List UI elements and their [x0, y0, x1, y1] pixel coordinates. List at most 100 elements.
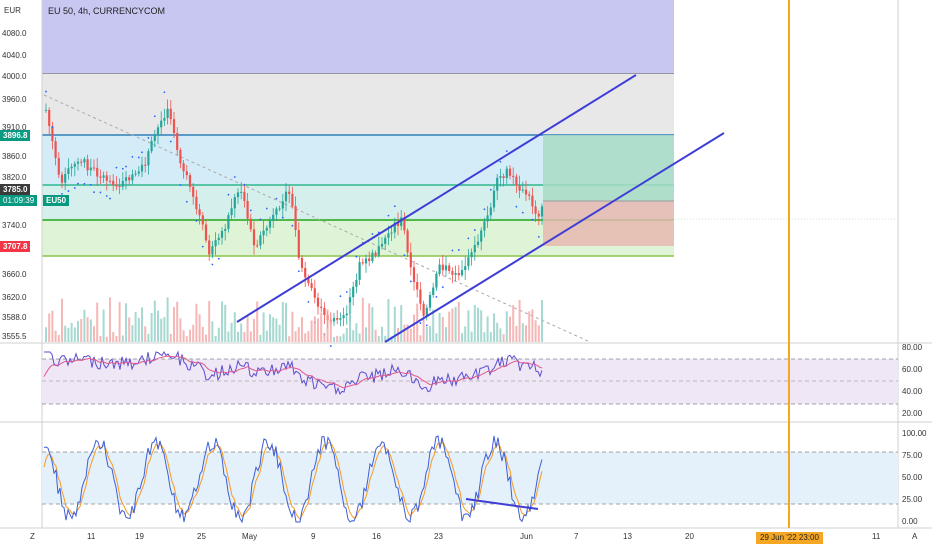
- candle-body: [220, 230, 224, 238]
- psar-dot: [489, 188, 492, 191]
- reset-zoom-button[interactable]: Z: [30, 532, 35, 541]
- volume-bar: [221, 301, 223, 342]
- psar-dot: [409, 280, 412, 283]
- volume-bar: [413, 314, 415, 342]
- volume-bar: [249, 331, 252, 342]
- psar-dot: [419, 322, 422, 324]
- target-zone[interactable]: [543, 135, 674, 201]
- candle-body: [448, 265, 451, 271]
- volume-bar: [189, 329, 191, 342]
- candle-body: [281, 201, 284, 209]
- candle-body: [467, 257, 470, 267]
- candle-body: [332, 318, 336, 322]
- candle-body: [393, 222, 396, 233]
- volume-bar: [80, 318, 83, 342]
- psar-dot: [185, 200, 188, 203]
- candle-body: [179, 149, 182, 164]
- volume-bar: [182, 330, 185, 342]
- psar-dot: [115, 166, 118, 169]
- volume-bar: [521, 323, 524, 342]
- psar-dot: [147, 137, 150, 139]
- volume-bar: [534, 320, 537, 342]
- candle-body: [54, 141, 57, 158]
- psar-dot: [141, 151, 143, 154]
- volume-bar: [496, 322, 499, 342]
- volume-bar: [515, 325, 518, 342]
- volume-bar: [240, 323, 243, 342]
- candle-body: [540, 206, 544, 217]
- volume-bar: [512, 305, 515, 342]
- channel-upper-line[interactable]: [236, 74, 637, 323]
- psar-dot: [345, 291, 348, 293]
- candle-body: [70, 166, 73, 169]
- candle-body: [204, 224, 208, 241]
- psar-dot: [281, 216, 284, 219]
- stoch-tick: 0.00: [902, 517, 918, 526]
- stop-zone[interactable]: [543, 201, 674, 246]
- volume-bar: [467, 310, 470, 342]
- volume-bar: [483, 332, 486, 342]
- volume-bar: [291, 311, 294, 342]
- candle-body: [182, 163, 185, 172]
- volume-bar: [160, 318, 163, 342]
- volume-bar: [451, 308, 454, 342]
- candle-body: [51, 126, 54, 142]
- candle-body: [537, 213, 540, 217]
- candle-body: [428, 294, 432, 308]
- candle-body: [387, 233, 390, 238]
- candle-body: [336, 318, 339, 320]
- volume-bar: [297, 327, 300, 342]
- stoch-band: [42, 452, 898, 504]
- candle-body: [512, 175, 515, 177]
- psar-dot: [131, 155, 134, 158]
- volume-bar: [441, 316, 444, 342]
- candle-body: [400, 217, 403, 227]
- candle-body: [259, 235, 262, 246]
- volume-bar: [377, 336, 380, 342]
- psar-dot: [217, 257, 220, 260]
- volume-bar: [265, 330, 268, 342]
- candle-body: [380, 243, 384, 247]
- lower-level-badge: 3707.8: [0, 241, 31, 252]
- candle-body: [169, 108, 172, 120]
- price-tick: 3555.5: [2, 332, 27, 341]
- volume-bar: [86, 317, 89, 342]
- stoch-tick: 25.00: [902, 495, 923, 504]
- volume-bar: [198, 314, 201, 342]
- price-tick: 4000.0: [2, 72, 27, 81]
- volume-bar: [272, 317, 275, 342]
- candle-body: [163, 117, 166, 121]
- auto-scale-button[interactable]: A: [912, 532, 918, 541]
- candle-body: [288, 191, 291, 194]
- volume-bar: [57, 334, 60, 342]
- volume-bar: [163, 317, 166, 342]
- chart-title[interactable]: EU 50, 4h, CURRENCYCOM: [48, 6, 166, 16]
- currency-label: EUR: [4, 6, 21, 15]
- channel-lower-line[interactable]: [384, 132, 725, 343]
- volume-bar: [259, 334, 262, 342]
- volume-bar: [61, 298, 63, 342]
- zone-gray: [42, 74, 674, 135]
- volume-bar: [323, 332, 326, 342]
- time-tick: 7: [574, 532, 579, 541]
- candle-body: [435, 273, 438, 288]
- psar-dot: [537, 235, 540, 238]
- candle-body: [166, 108, 169, 118]
- candle-body: [457, 272, 460, 276]
- price-tick: 3910.0: [2, 123, 27, 132]
- stoch-d-line: [43, 441, 543, 520]
- psar-dot: [291, 224, 294, 227]
- candle-body: [278, 208, 281, 210]
- divergence-line[interactable]: [465, 498, 539, 510]
- time-tick: 20: [685, 532, 694, 541]
- psar-dot: [307, 300, 310, 303]
- volume-bar: [384, 335, 387, 342]
- time-tick: 13: [623, 532, 632, 541]
- volume-bar: [115, 336, 118, 342]
- volume-bar: [473, 304, 476, 342]
- volume-bar: [224, 304, 227, 342]
- candle-body: [384, 237, 387, 244]
- psar-dot: [505, 150, 508, 153]
- price-tick: 3860.0: [2, 152, 27, 161]
